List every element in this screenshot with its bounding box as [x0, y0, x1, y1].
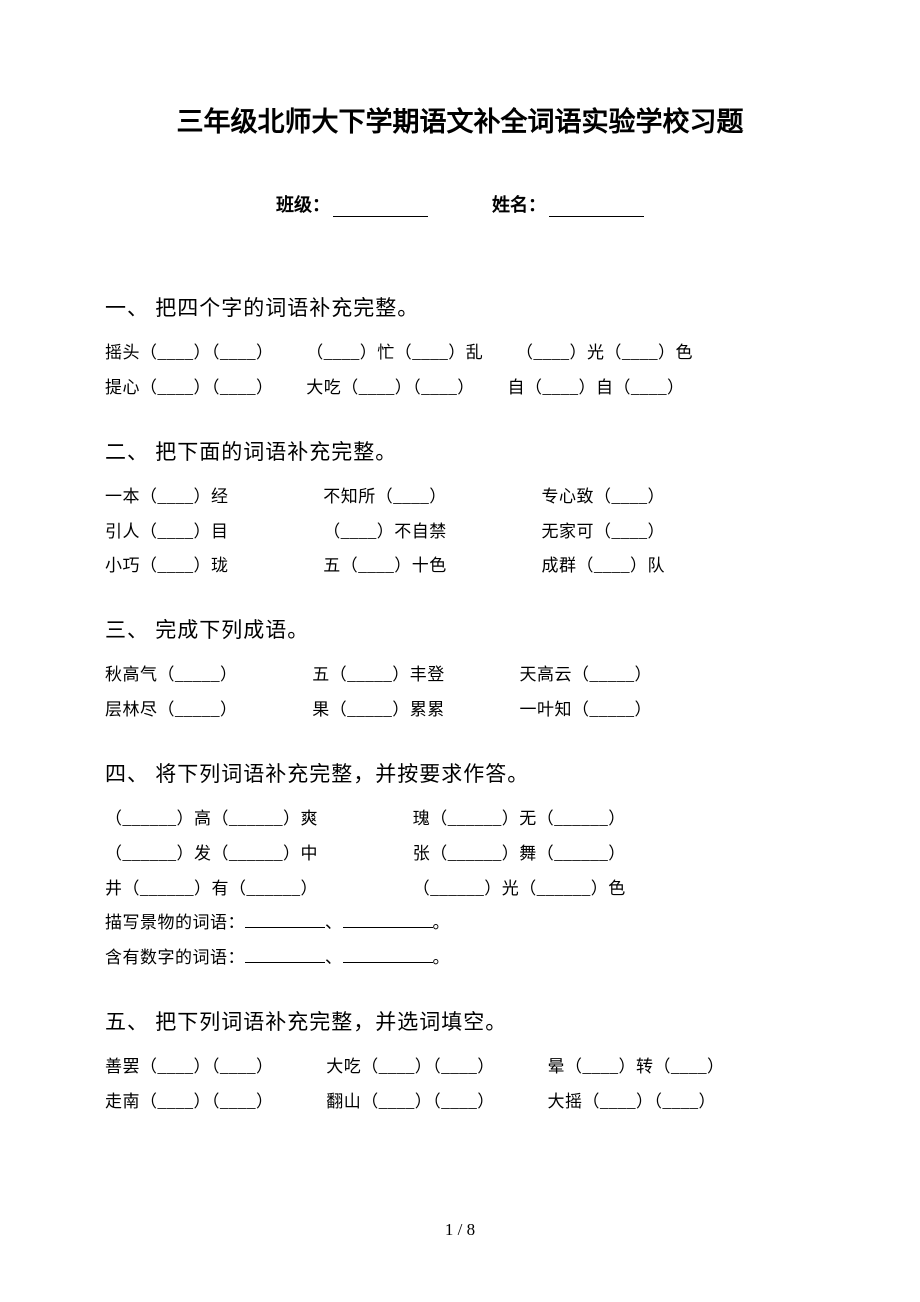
s1-r1-b: （____）忙（____）乱 [306, 336, 483, 371]
s2-r3-a: 小巧（____）珑 [105, 549, 229, 584]
blank-line [343, 946, 433, 963]
s2-r2-a: 引人（____）目 [105, 515, 229, 550]
section-1: 一、 把四个字的词语补充完整。 摇头（____）（____） （____）忙（_… [105, 292, 815, 406]
blank-line [245, 911, 325, 928]
period: 。 [433, 948, 451, 967]
name-label: 姓名： [492, 195, 546, 215]
section-1-heading: 一、 把四个字的词语补充完整。 [105, 292, 815, 322]
s5-r2-a: 走南（____）（____） [105, 1085, 274, 1120]
period: 。 [433, 913, 451, 932]
s2-r1-c: 专心致（____） [542, 480, 666, 515]
class-blank [333, 216, 428, 217]
s5-r1-b: 大吃（____）（____） [326, 1050, 495, 1085]
blank-line [245, 946, 325, 963]
s4-number-label: 含有数字的词语： [105, 948, 245, 967]
s3-r1-c: 天高云（_____） [520, 658, 653, 693]
s4-scenery-label: 描写景物的词语： [105, 913, 245, 932]
section-2: 二、 把下面的词语补充完整。 一本（____）经 不知所（____） 专心致（_… [105, 436, 815, 585]
s1-r1-a: 摇头（____）（____） [105, 336, 274, 371]
s1-r2-c: 自（____）自（____） [508, 371, 685, 406]
name-blank [549, 216, 644, 217]
s2-r1-b: 不知所（____） [323, 480, 447, 515]
section-2-heading: 二、 把下面的词语补充完整。 [105, 436, 815, 466]
s4-r1-a: （______）高（______）爽 [105, 802, 318, 837]
s3-r2-b: 果（_____）累累 [312, 693, 445, 728]
section-3: 三、 完成下列成语。 秋高气（_____） 五（_____）丰登 天高云（___… [105, 614, 815, 728]
section-5-heading: 五、 把下列词语补充完整，并选词填空。 [105, 1006, 815, 1036]
s2-r1-a: 一本（____）经 [105, 480, 229, 515]
s4-r1-b: 瑰（______）无（______） [413, 802, 626, 837]
s2-r3-b: 五（____）十色 [323, 549, 447, 584]
s1-r2-a: 提心（____）（____） [105, 371, 274, 406]
page-title: 三年级北师大下学期语文补全词语实验学校习题 [105, 100, 815, 139]
s4-r2-b: 张（______）舞（______） [413, 837, 626, 872]
sep: 、 [325, 948, 343, 967]
s4-r2-a: （______）发（______）中 [105, 837, 318, 872]
s4-r3-b: （______）光（______）色 [413, 872, 626, 907]
s3-r2-c: 一叶知（_____） [520, 693, 653, 728]
s2-r3-c: 成群（____）队 [542, 549, 666, 584]
section-4-heading: 四、 将下列词语补充完整，并按要求作答。 [105, 758, 815, 788]
s5-r2-b: 翻山（____）（____） [326, 1085, 495, 1120]
s5-r1-c: 晕（____）转（____） [548, 1050, 725, 1085]
student-info-line: 班级： 姓名： [105, 191, 815, 217]
s2-r2-b: （____）不自禁 [323, 515, 447, 550]
section-4: 四、 将下列词语补充完整，并按要求作答。 （______）高（______）爽 … [105, 758, 815, 976]
sep: 、 [325, 913, 343, 932]
s5-r2-c: 大摇（____）（____） [548, 1085, 717, 1120]
s3-r1-b: 五（_____）丰登 [312, 658, 445, 693]
s2-r2-c: 无家可（____） [542, 515, 666, 550]
s5-r1-a: 善罢（____）（____） [105, 1050, 274, 1085]
s3-r1-a: 秋高气（_____） [105, 658, 238, 693]
class-label: 班级： [276, 195, 330, 215]
s3-r2-a: 层林尽（_____） [105, 693, 238, 728]
s1-r1-c: （____）光（____）色 [516, 336, 693, 371]
s4-r3-a: 井（______）有（______） [105, 872, 318, 907]
s1-r2-b: 大吃（____）（____） [306, 371, 475, 406]
page-number: 1 / 8 [0, 1220, 920, 1240]
section-3-heading: 三、 完成下列成语。 [105, 614, 815, 644]
blank-line [343, 911, 433, 928]
section-5: 五、 把下列词语补充完整，并选词填空。 善罢（____）（____） 大吃（__… [105, 1006, 815, 1120]
